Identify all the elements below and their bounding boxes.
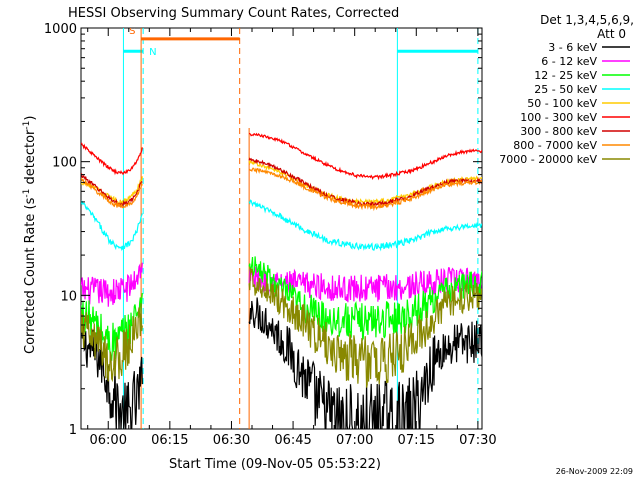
footer-timestamp: 26-Nov-2009 22:09 (556, 467, 633, 476)
series-line-segment-2 (248, 297, 482, 429)
y-axis-label-suffix: ) (23, 116, 38, 121)
legend-entry-label: 7000 - 20000 keV (499, 153, 597, 166)
y-tick-label: 1 (69, 423, 77, 438)
x-tick-label: 06:00 (90, 433, 127, 448)
series-line-segment-1 (81, 177, 143, 209)
legend-entry-label: 300 - 800 keV (520, 125, 597, 138)
chart-title: HESSI Observing Summary Count Rates, Cor… (68, 6, 399, 21)
series-line-segment-2 (248, 199, 482, 252)
y-axis-label-sup-2: -1 (22, 121, 32, 130)
legend-entry-label: 12 - 25 keV (534, 69, 597, 82)
series-line-segment-2 (248, 268, 482, 388)
series-line-segment-1 (81, 262, 143, 307)
night-label: N (149, 47, 156, 58)
legend-entry-label: 6 - 12 keV (541, 55, 597, 68)
y-axis-label-sup-1: -1 (22, 189, 32, 198)
y-axis-label-mid: detector (23, 129, 38, 189)
y-axis-label-prefix: Corrected Count Rate (s (23, 197, 38, 354)
y-tick-label: 10 (60, 289, 77, 304)
series-4 (81, 199, 482, 252)
series-8 (81, 167, 482, 212)
legend-entry-label: 800 - 7000 keV (513, 139, 597, 152)
y-tick-label: 100 (52, 156, 77, 171)
x-axis-ticks: 06:00 06:15 06:30 06:45 07:00 07:15 07:30 (87, 28, 497, 448)
x-tick-label: 06:45 (274, 433, 311, 448)
x-tick-label: 07:00 (336, 433, 373, 448)
series-line-segment-2 (248, 167, 482, 212)
x-tick-label: 07:30 (459, 433, 496, 448)
x-tick-label: 06:30 (213, 433, 250, 448)
series-6 (81, 132, 482, 181)
series-line-segment-2 (248, 256, 482, 342)
series-line-segment-1 (81, 303, 143, 383)
legend-header-line-2: Att 0 (597, 27, 626, 41)
x-tick-label: 06:15 (151, 433, 188, 448)
legend-entry-label: 50 - 100 keV (527, 97, 597, 110)
legend-entry-label: 3 - 6 keV (548, 41, 597, 54)
legend-header-line-1: Det 1,3,4,5,6,9, (540, 13, 634, 27)
x-tick-label: 07:15 (398, 433, 435, 448)
y-axis-ticks: 1 10 100 1000 (44, 22, 482, 438)
series-line-segment-1 (81, 200, 143, 252)
x-axis-label: Start Time (09-Nov-05 05:53:22) (169, 457, 381, 472)
y-tick-label: 1000 (44, 22, 77, 37)
legend-entry-label: 25 - 50 keV (534, 83, 597, 96)
legend-entry-label: 100 - 300 keV (520, 111, 597, 124)
plot-area-frame (80, 27, 483, 430)
series-layer (81, 132, 482, 429)
series-line-segment-1 (81, 142, 143, 176)
saa-label: S (129, 26, 135, 37)
series-line-segment-2 (248, 132, 482, 181)
series-9 (81, 268, 482, 388)
y-axis-label: Corrected Count Rate (s-1 detector-1) (22, 116, 38, 354)
